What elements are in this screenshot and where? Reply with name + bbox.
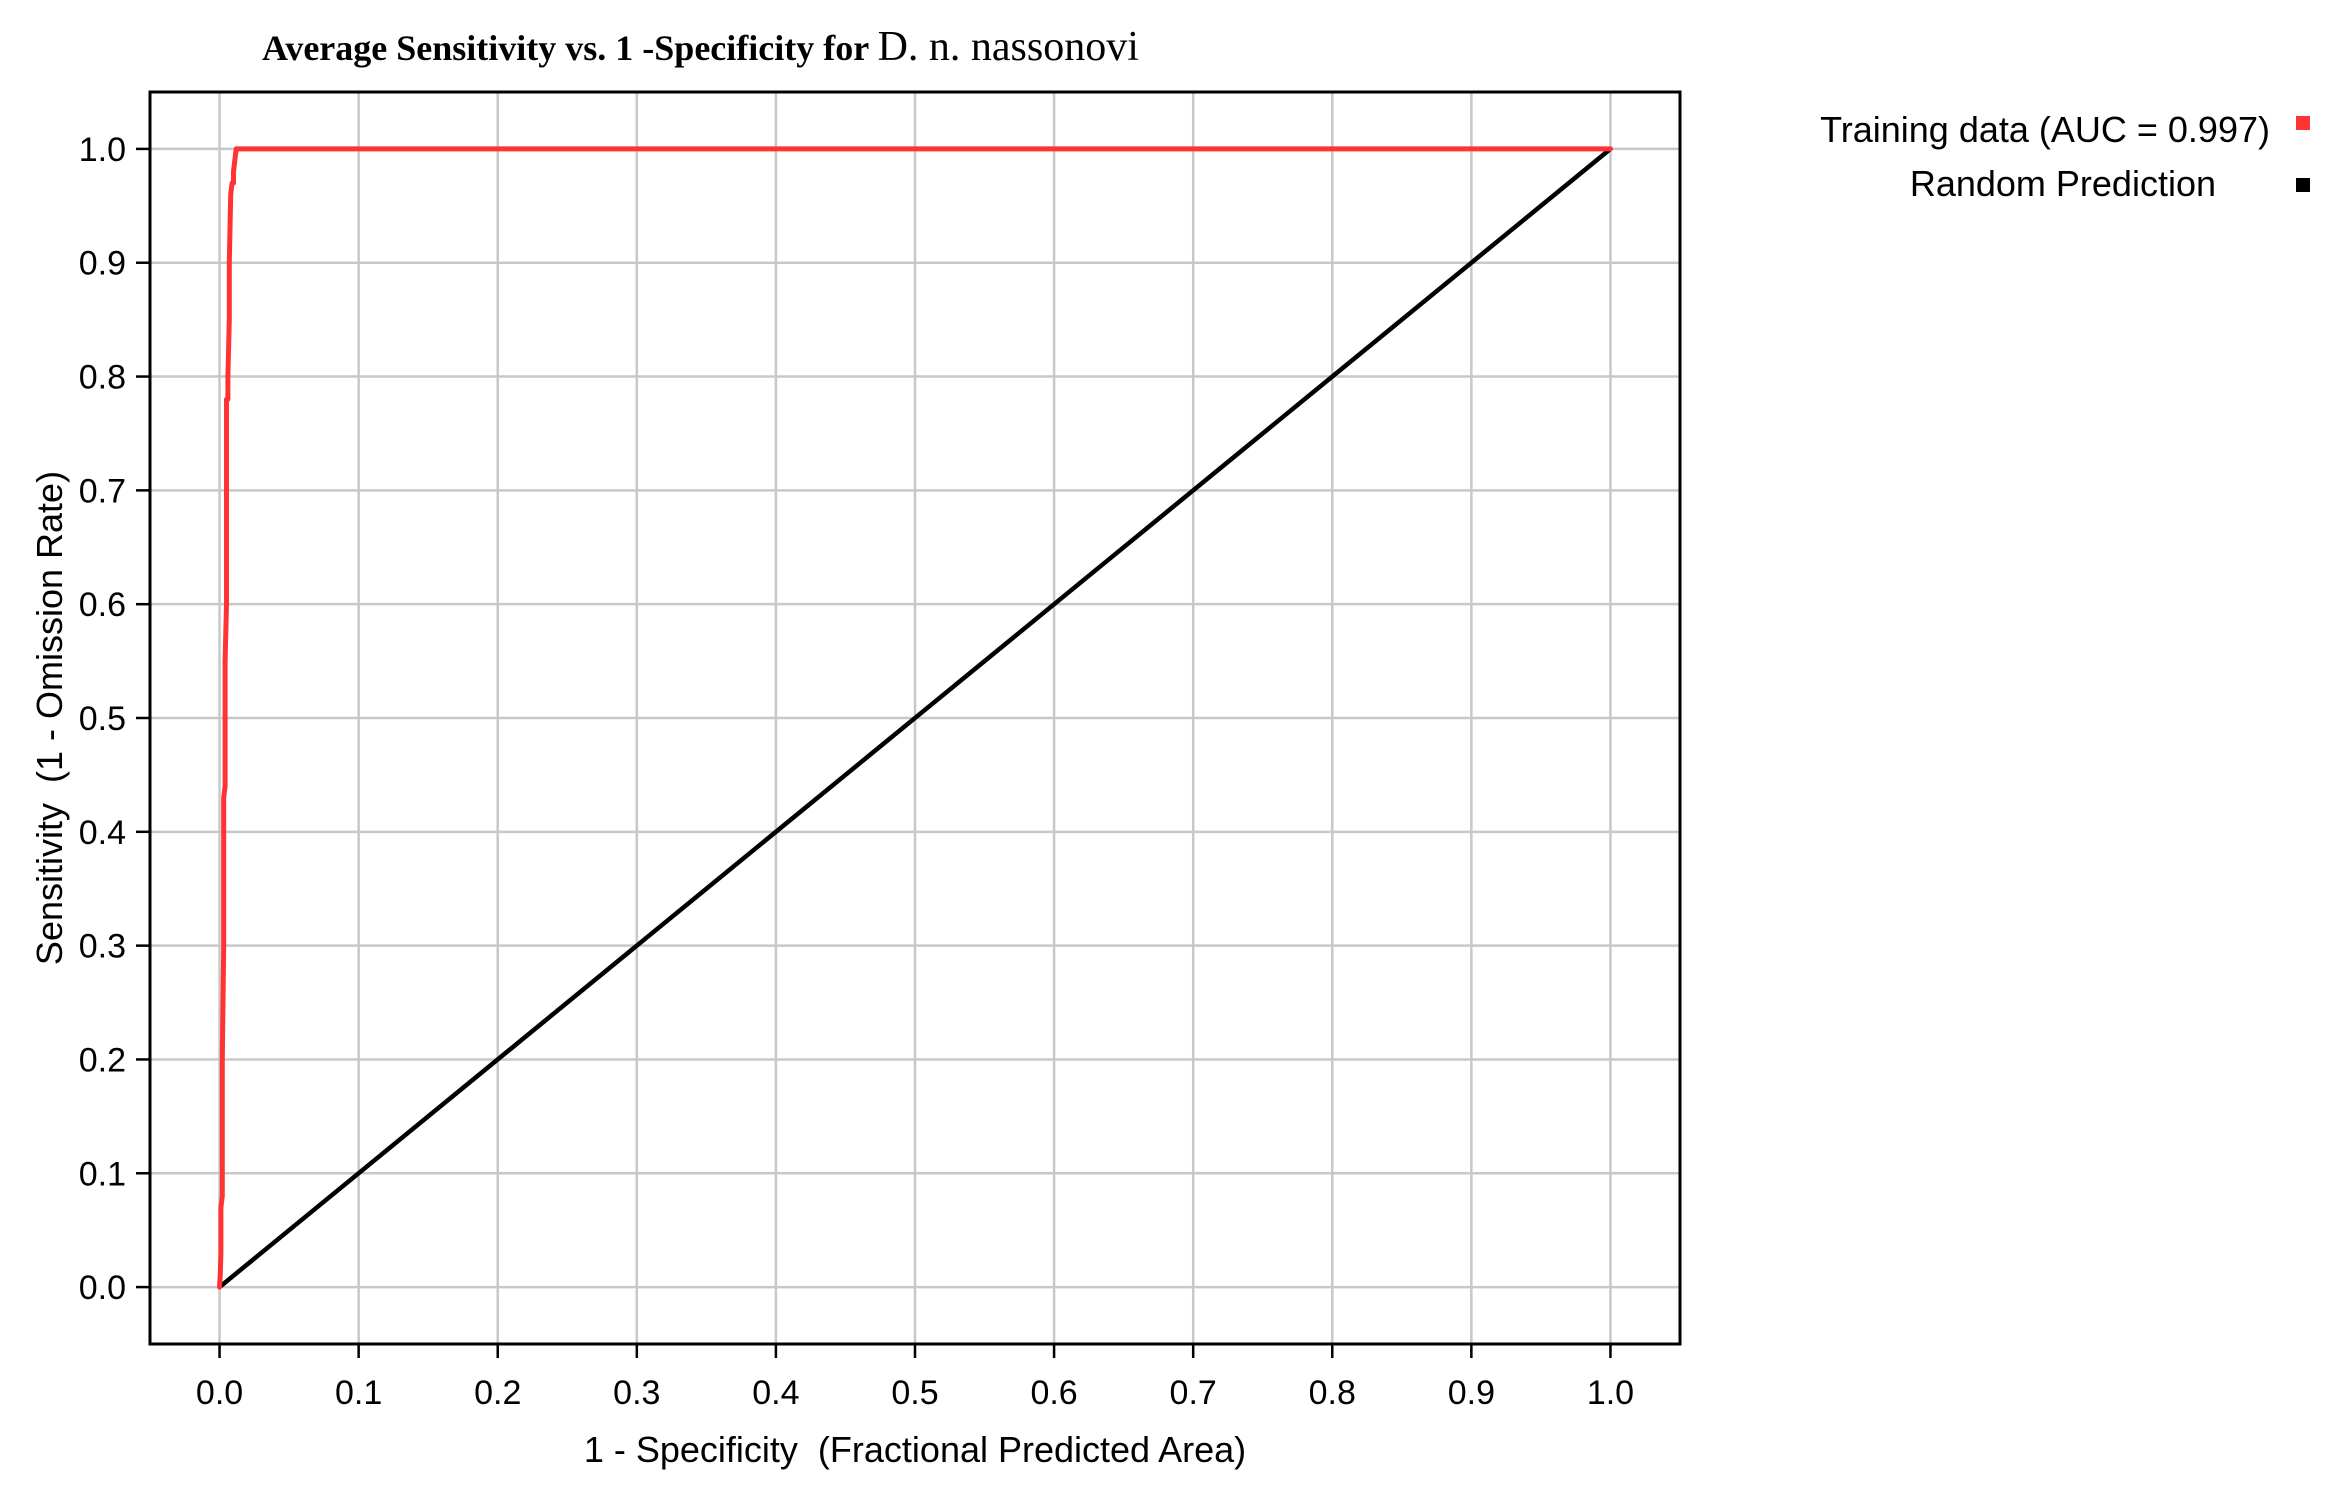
y-tick-label: 0.2 <box>79 1041 126 1079</box>
x-tick-label: 0.7 <box>1170 1374 1217 1412</box>
legend-swatch-training <box>2296 116 2310 130</box>
legend-label-training: Training data (AUC = 0.997) <box>1820 109 2270 150</box>
y-tick-label: 0.5 <box>79 700 126 738</box>
series-line-random <box>217 146 1613 1290</box>
x-tick-label: 0.5 <box>891 1374 938 1412</box>
legend-label-random: Random Prediction <box>1910 163 2216 204</box>
x-tick-label: 0.0 <box>196 1374 243 1412</box>
x-tick-label: 0.6 <box>1030 1374 1077 1412</box>
x-tick-label: 0.9 <box>1448 1374 1495 1412</box>
chart-title: Average Sensitivity vs. 1 -Specificity f… <box>262 24 1139 70</box>
y-tick-label: 0.3 <box>79 928 126 966</box>
axis-ticks <box>136 147 1612 1358</box>
series-line-training <box>217 146 1613 1290</box>
legend-swatch-random <box>2296 178 2310 192</box>
x-tick-label: 0.8 <box>1309 1374 1356 1412</box>
y-tick-label: 0.0 <box>79 1269 126 1307</box>
y-tick-label: 0.1 <box>79 1155 126 1193</box>
chart-title-species: D. n. nassonovi <box>878 24 1139 70</box>
y-tick-label: 0.9 <box>79 245 126 283</box>
x-tick-label: 0.4 <box>752 1374 799 1412</box>
x-tick-label: 0.3 <box>613 1374 660 1412</box>
y-tick-label: 0.4 <box>79 814 126 852</box>
x-tick-label: 0.2 <box>474 1374 521 1412</box>
x-tick-labels: 0.0 0.1 0.2 0.3 0.4 0.5 0.6 0.7 0.8 0.9 1.0 <box>196 1374 1634 1412</box>
chart-title-prefix: Average Sensitivity vs. 1 -Specificity f… <box>262 28 878 68</box>
x-axis-label: 1 - Specificity (Fractional Predicted Ar… <box>584 1429 1246 1470</box>
y-axis-label: Sensitivity (1 - Omission Rate) <box>29 471 70 965</box>
y-tick-label: 0.7 <box>79 472 126 510</box>
y-tick-label: 0.6 <box>79 586 126 624</box>
y-tick-labels: 0.0 0.1 0.2 0.3 0.4 0.5 0.6 0.7 0.8 0.9 1.0 <box>79 131 126 1307</box>
x-tick-label: 0.1 <box>335 1374 382 1412</box>
x-tick-label: 1.0 <box>1587 1374 1634 1412</box>
series-lines <box>217 146 1613 1290</box>
y-tick-label: 0.8 <box>79 359 126 397</box>
legend: Training data (AUC = 0.997) Random Predi… <box>1820 109 2310 204</box>
y-tick-label: 1.0 <box>79 131 126 169</box>
